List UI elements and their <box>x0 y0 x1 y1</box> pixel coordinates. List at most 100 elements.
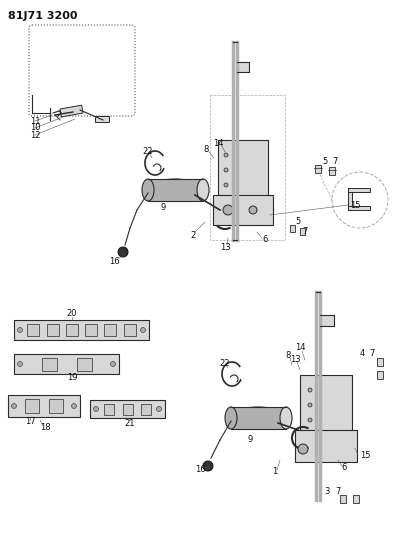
Bar <box>300 228 305 235</box>
Circle shape <box>224 153 228 157</box>
Bar <box>47 324 59 336</box>
Circle shape <box>12 403 16 408</box>
Ellipse shape <box>142 179 154 201</box>
Text: 9: 9 <box>248 435 253 445</box>
Text: 1: 1 <box>272 467 278 477</box>
Text: 17: 17 <box>25 417 35 426</box>
Circle shape <box>94 407 98 411</box>
Bar <box>213 195 273 225</box>
Circle shape <box>224 183 228 187</box>
Circle shape <box>308 418 312 422</box>
Text: 9: 9 <box>160 204 166 213</box>
Circle shape <box>140 327 146 333</box>
Text: 4: 4 <box>359 350 365 359</box>
Text: 8: 8 <box>285 351 291 359</box>
Text: 16: 16 <box>195 464 205 473</box>
Circle shape <box>249 206 257 214</box>
Ellipse shape <box>225 407 237 429</box>
Text: 13: 13 <box>220 244 230 253</box>
Text: 2: 2 <box>190 230 196 239</box>
Text: 3: 3 <box>324 488 330 497</box>
Bar <box>348 188 352 210</box>
Circle shape <box>72 403 76 408</box>
Bar <box>148 179 203 201</box>
Text: 21: 21 <box>125 418 135 427</box>
Text: 5: 5 <box>322 157 328 166</box>
Bar <box>295 430 357 462</box>
Circle shape <box>18 327 23 333</box>
Text: 12: 12 <box>30 131 41 140</box>
Text: 20: 20 <box>67 310 77 319</box>
Bar <box>315 165 321 173</box>
Bar <box>340 495 346 503</box>
Bar <box>231 407 286 429</box>
Circle shape <box>224 198 228 202</box>
Bar <box>123 403 133 415</box>
Bar <box>85 324 97 336</box>
Text: 19: 19 <box>67 374 77 383</box>
Text: 6: 6 <box>341 464 347 472</box>
Circle shape <box>118 247 128 257</box>
Bar <box>76 358 92 370</box>
Text: 15: 15 <box>350 200 361 209</box>
Circle shape <box>18 361 23 367</box>
Ellipse shape <box>280 407 292 429</box>
Text: 11: 11 <box>30 117 41 125</box>
Ellipse shape <box>148 179 203 201</box>
Bar <box>104 324 117 336</box>
Bar <box>353 495 359 503</box>
Ellipse shape <box>230 407 285 429</box>
Bar <box>210 95 285 240</box>
Bar <box>329 167 335 175</box>
Circle shape <box>223 205 233 215</box>
Bar <box>60 105 83 117</box>
Circle shape <box>298 444 308 454</box>
Circle shape <box>203 461 213 471</box>
Text: 10: 10 <box>30 124 41 133</box>
Bar <box>14 320 149 340</box>
Bar <box>27 324 39 336</box>
Bar <box>320 315 334 326</box>
Bar <box>14 354 119 374</box>
Circle shape <box>308 403 312 407</box>
Bar <box>8 395 80 417</box>
Bar <box>237 62 249 72</box>
Bar <box>41 358 57 370</box>
Ellipse shape <box>197 179 209 201</box>
Circle shape <box>308 433 312 437</box>
Bar <box>49 399 63 413</box>
Bar <box>124 324 136 336</box>
Text: 22: 22 <box>143 148 153 157</box>
Bar <box>290 225 295 232</box>
Text: 81J71 3200: 81J71 3200 <box>8 11 78 21</box>
Bar <box>141 403 151 415</box>
Text: 7: 7 <box>302 228 308 237</box>
Text: 16: 16 <box>109 256 119 265</box>
Circle shape <box>308 388 312 392</box>
Bar <box>348 206 370 210</box>
Bar <box>25 399 39 413</box>
Bar <box>104 403 114 415</box>
Text: 7: 7 <box>335 488 341 497</box>
Text: 13: 13 <box>290 356 300 365</box>
Text: 7: 7 <box>332 157 338 166</box>
Circle shape <box>224 168 228 172</box>
Bar <box>90 400 165 418</box>
Text: 14: 14 <box>213 139 223 148</box>
Bar <box>377 371 383 379</box>
Text: 18: 18 <box>40 424 50 432</box>
Text: 7: 7 <box>369 350 375 359</box>
Bar <box>218 140 268 220</box>
Bar <box>300 375 352 460</box>
Text: 14: 14 <box>295 343 305 352</box>
Text: 15: 15 <box>360 450 371 459</box>
Bar <box>66 324 78 336</box>
Bar <box>377 358 383 366</box>
Text: 22: 22 <box>220 359 230 367</box>
Bar <box>95 116 109 122</box>
Text: 5: 5 <box>295 217 300 227</box>
Circle shape <box>156 407 162 411</box>
Text: 8: 8 <box>203 146 209 155</box>
Text: 6: 6 <box>262 236 268 245</box>
Bar <box>348 188 370 192</box>
